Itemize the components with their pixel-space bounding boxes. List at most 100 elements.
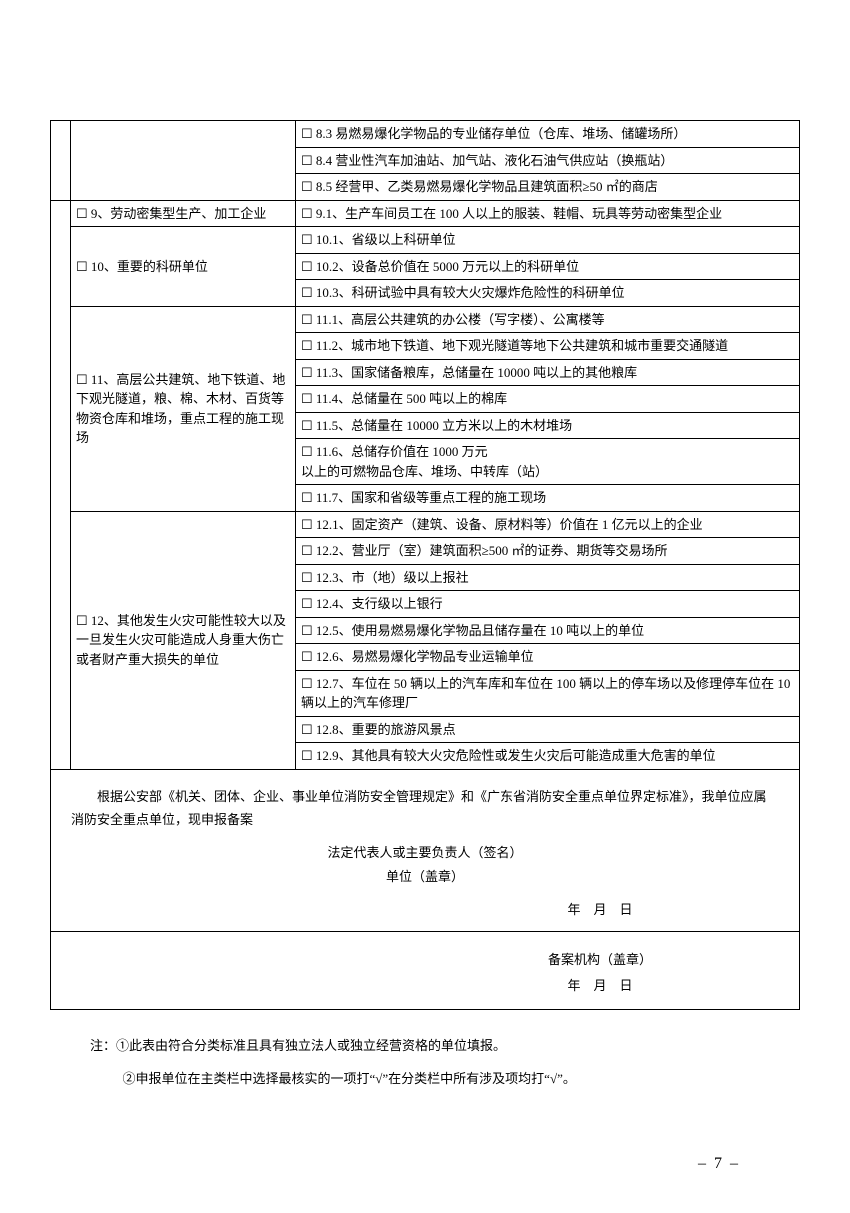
checkbox-icon — [301, 338, 316, 353]
category-text: 10、重要的科研单位 — [91, 259, 208, 274]
spacer-cell — [71, 121, 296, 201]
item-text: 8.3 易燃易爆化学物品的专业储存单位（仓库、堆场、储罐场所） — [316, 126, 687, 141]
checkbox-icon — [301, 623, 316, 638]
signature-line-1: 法定代表人或主要负责人（签名） — [71, 841, 779, 864]
categories-table: 8.3 易燃易爆化学物品的专业储存单位（仓库、堆场、储罐场所） 8.4 营业性汽… — [50, 120, 800, 770]
checkbox-icon — [301, 232, 316, 247]
item-text: 10.2、设备总价值在 5000 万元以上的科研单位 — [316, 259, 579, 274]
item-cell[interactable]: 11.2、城市地下铁道、地下观光隧道等地下公共建筑和城市重要交通隧道 — [296, 333, 800, 360]
category-text: 11、高层公共建筑、地下铁道、地下观光隧道，粮、棉、木材、百货等物资仓库和堆场，… — [76, 372, 285, 446]
item-text: 12.2、营业厅（室）建筑面积≥500 ㎡的证券、期货等交易场所 — [316, 543, 668, 558]
item-cell[interactable]: 12.6、易燃易爆化学物品专业运输单位 — [296, 644, 800, 671]
checkbox-icon — [76, 259, 91, 274]
item-cell[interactable]: 12.4、支行级以上银行 — [296, 591, 800, 618]
item-cell[interactable]: 11.4、总储量在 500 吨以上的棉库 — [296, 386, 800, 413]
item-cell[interactable]: 10.1、省级以上科研单位 — [296, 227, 800, 254]
table-row: 8.3 易燃易爆化学物品的专业储存单位（仓库、堆场、储罐场所） — [51, 121, 800, 148]
item-cell[interactable]: 12.8、重要的旅游风景点 — [296, 716, 800, 743]
item-cell[interactable]: 8.3 易燃易爆化学物品的专业储存单位（仓库、堆场、储罐场所） — [296, 121, 800, 148]
checkbox-icon — [301, 391, 316, 406]
item-text: 11.4、总储量在 500 吨以上的棉库 — [316, 391, 507, 406]
checkbox-icon — [301, 543, 316, 558]
item-text: 11.6、总储存价值在 1000 万元 以上的可燃物品仓库、堆场、中转库（站） — [301, 444, 548, 479]
item-text: 12.6、易燃易爆化学物品专业运输单位 — [316, 649, 534, 664]
date-line: 年 月 日 — [71, 898, 779, 921]
item-cell[interactable]: 12.3、市（地）级以上报社 — [296, 564, 800, 591]
signature-block: 法定代表人或主要负责人（签名） 单位（盖章） — [71, 841, 779, 888]
item-text: 12.8、重要的旅游风景点 — [316, 722, 456, 737]
checkbox-icon — [301, 649, 316, 664]
stamp-label: 备案机构（盖章） — [421, 947, 779, 973]
item-text: 8.4 营业性汽车加油站、加气站、液化石油气供应站（换瓶站） — [316, 153, 674, 168]
item-text: 11.3、国家储备粮库，总储量在 10000 吨以上的其他粮库 — [316, 365, 637, 380]
checkbox-icon — [301, 490, 316, 505]
stamp-block: 备案机构（盖章） 年 月 日 — [50, 932, 800, 1010]
item-cell[interactable]: 11.3、国家储备粮库，总储量在 10000 吨以上的其他粮库 — [296, 359, 800, 386]
item-text: 12.7、车位在 50 辆以上的汽车库和车位在 100 辆以上的停车场以及修理停… — [301, 676, 790, 711]
checkbox-icon — [301, 312, 316, 327]
item-cell[interactable]: 12.9、其他具有较大火灾危险性或发生火灾后可能造成重大危害的单位 — [296, 743, 800, 770]
page-container: 8.3 易燃易爆化学物品的专业储存单位（仓库、堆场、储罐场所） 8.4 营业性汽… — [0, 0, 850, 1213]
spacer-cell — [51, 121, 71, 201]
item-text: 10.1、省级以上科研单位 — [316, 232, 456, 247]
page-number: – 7 – — [50, 1095, 800, 1173]
checkbox-icon — [76, 206, 91, 221]
checkbox-icon — [301, 365, 316, 380]
item-text: 11.7、国家和省级等重点工程的施工现场 — [316, 490, 546, 505]
checkbox-icon — [301, 676, 316, 691]
item-text: 12.5、使用易燃易爆化学物品且储存量在 10 吨以上的单位 — [316, 623, 644, 638]
checkbox-icon — [301, 206, 316, 221]
table-row: 9、劳动密集型生产、加工企业 9.1、生产车间员工在 100 人以上的服装、鞋帽… — [51, 200, 800, 227]
declaration-block: 根据公安部《机关、团体、企业、事业单位消防安全管理规定》和《广东省消防安全重点单… — [50, 770, 800, 933]
table-row: 10、重要的科研单位 10.1、省级以上科研单位 — [51, 227, 800, 254]
category-cell[interactable]: 11、高层公共建筑、地下铁道、地下观光隧道，粮、棉、木材、百货等物资仓库和堆场，… — [71, 306, 296, 511]
item-cell[interactable]: 8.4 营业性汽车加油站、加气站、液化石油气供应站（换瓶站） — [296, 147, 800, 174]
checkbox-icon — [301, 179, 316, 194]
item-text: 10.3、科研试验中具有较大火灾爆炸危险性的科研单位 — [316, 285, 625, 300]
category-cell[interactable]: 9、劳动密集型生产、加工企业 — [71, 200, 296, 227]
checkbox-icon — [301, 418, 316, 433]
checkbox-icon — [301, 748, 316, 763]
item-cell[interactable]: 11.5、总储量在 10000 立方米以上的木材堆场 — [296, 412, 800, 439]
spacer-cell — [51, 200, 71, 769]
item-cell[interactable]: 9.1、生产车间员工在 100 人以上的服装、鞋帽、玩具等劳动密集型企业 — [296, 200, 800, 227]
declaration-text: 根据公安部《机关、团体、企业、事业单位消防安全管理规定》和《广东省消防安全重点单… — [71, 785, 779, 832]
item-cell[interactable]: 12.5、使用易燃易爆化学物品且储存量在 10 吨以上的单位 — [296, 617, 800, 644]
note-1: 注：①此表由符合分类标准且具有独立法人或独立经营资格的单位填报。 — [90, 1030, 760, 1063]
item-cell[interactable]: 12.2、营业厅（室）建筑面积≥500 ㎡的证券、期货等交易场所 — [296, 538, 800, 565]
item-cell[interactable]: 8.5 经营甲、乙类易燃易爆化学物品且建筑面积≥50 ㎡的商店 — [296, 174, 800, 201]
checkbox-icon — [301, 444, 316, 459]
item-text: 12.9、其他具有较大火灾危险性或发生火灾后可能造成重大危害的单位 — [316, 748, 716, 763]
item-cell[interactable]: 11.7、国家和省级等重点工程的施工现场 — [296, 485, 800, 512]
item-cell[interactable]: 11.6、总储存价值在 1000 万元 以上的可燃物品仓库、堆场、中转库（站） — [296, 439, 800, 485]
category-text: 9、劳动密集型生产、加工企业 — [91, 206, 267, 221]
item-text: 12.3、市（地）级以上报社 — [316, 570, 469, 585]
item-text: 9.1、生产车间员工在 100 人以上的服装、鞋帽、玩具等劳动密集型企业 — [316, 206, 722, 221]
item-cell[interactable]: 12.7、车位在 50 辆以上的汽车库和车位在 100 辆以上的停车场以及修理停… — [296, 670, 800, 716]
checkbox-icon — [301, 153, 316, 168]
stamp-date: 年 月 日 — [421, 973, 779, 999]
checkbox-icon — [301, 570, 316, 585]
item-text: 12.4、支行级以上银行 — [316, 596, 443, 611]
checkbox-icon — [76, 372, 91, 387]
signature-line-2: 单位（盖章） — [71, 865, 779, 888]
category-cell[interactable]: 10、重要的科研单位 — [71, 227, 296, 307]
notes-block: 注：①此表由符合分类标准且具有独立法人或独立经营资格的单位填报。 ②申报单位在主… — [50, 1030, 800, 1095]
item-cell[interactable]: 11.1、高层公共建筑的办公楼（写字楼）、公寓楼等 — [296, 306, 800, 333]
category-cell[interactable]: 12、其他发生火灾可能性较大以及一旦发生火灾可能造成人身重大伤亡或者财产重大损失… — [71, 511, 296, 769]
checkbox-icon — [301, 517, 316, 532]
item-text: 11.2、城市地下铁道、地下观光隧道等地下公共建筑和城市重要交通隧道 — [316, 338, 728, 353]
item-cell[interactable]: 10.3、科研试验中具有较大火灾爆炸危险性的科研单位 — [296, 280, 800, 307]
checkbox-icon — [301, 285, 316, 300]
checkbox-icon — [301, 259, 316, 274]
note-2: ②申报单位在主类栏中选择最核实的一项打“√”在分类栏中所有涉及项均打“√”。 — [90, 1063, 760, 1096]
checkbox-icon — [301, 722, 316, 737]
category-text: 12、其他发生火灾可能性较大以及一旦发生火灾可能造成人身重大伤亡或者财产重大损失… — [76, 613, 286, 667]
item-text: 12.1、固定资产（建筑、设备、原材料等）价值在 1 亿元以上的企业 — [316, 517, 703, 532]
item-text: 11.5、总储量在 10000 立方米以上的木材堆场 — [316, 418, 572, 433]
item-text: 11.1、高层公共建筑的办公楼（写字楼）、公寓楼等 — [316, 312, 605, 327]
checkbox-icon — [301, 596, 316, 611]
item-cell[interactable]: 10.2、设备总价值在 5000 万元以上的科研单位 — [296, 253, 800, 280]
item-cell[interactable]: 12.1、固定资产（建筑、设备、原材料等）价值在 1 亿元以上的企业 — [296, 511, 800, 538]
table-row: 11、高层公共建筑、地下铁道、地下观光隧道，粮、棉、木材、百货等物资仓库和堆场，… — [51, 306, 800, 333]
